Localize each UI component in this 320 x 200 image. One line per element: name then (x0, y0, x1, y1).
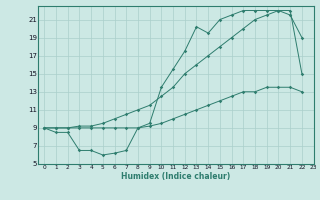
X-axis label: Humidex (Indice chaleur): Humidex (Indice chaleur) (121, 172, 231, 181)
